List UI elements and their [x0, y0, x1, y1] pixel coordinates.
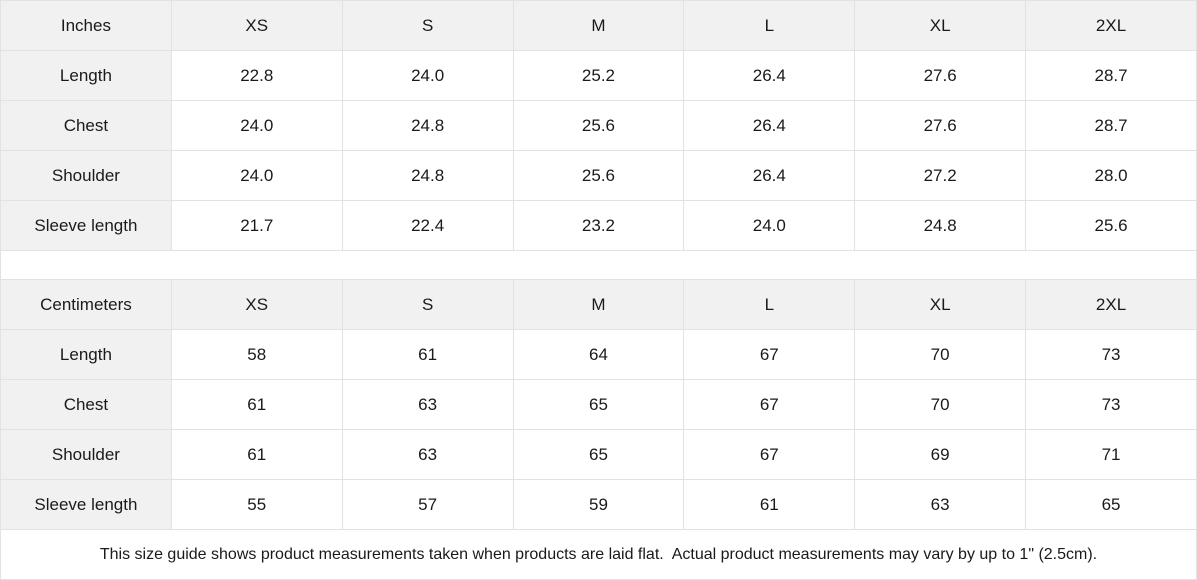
size-column-header: S: [341, 279, 514, 330]
measurement-value-cell: 65: [512, 429, 685, 480]
size-column-header: M: [512, 0, 685, 51]
measurement-value-cell: 63: [341, 429, 514, 480]
measurement-label-cell: Chest: [0, 379, 172, 430]
measurement-value-cell: 28.0: [1025, 150, 1197, 201]
measurement-value-cell: 24.8: [341, 150, 514, 201]
size-column-header: S: [341, 0, 514, 51]
unit-header-cell: Centimeters: [0, 279, 172, 330]
measurement-value-cell: 65: [1025, 479, 1197, 530]
measurement-value-cell: 63: [854, 479, 1027, 530]
measurement-value-cell: 25.6: [512, 100, 685, 151]
size-column-header: XL: [854, 0, 1027, 51]
size-column-header: 2XL: [1025, 0, 1197, 51]
measurement-value-cell: 61: [170, 379, 343, 430]
measurement-value-cell: 61: [341, 329, 514, 380]
measurement-value-cell: 21.7: [170, 200, 343, 251]
measurement-value-cell: 58: [170, 329, 343, 380]
measurement-label-cell: Sleeve length: [0, 200, 172, 251]
size-column-header: L: [683, 279, 856, 330]
measurement-value-cell: 70: [854, 329, 1027, 380]
measurement-value-cell: 73: [1025, 329, 1197, 380]
measurement-label-cell: Length: [0, 50, 172, 101]
measurement-value-cell: 28.7: [1025, 50, 1197, 101]
measurement-value-cell: 24.0: [170, 100, 343, 151]
measurement-label-cell: Chest: [0, 100, 172, 151]
measurement-label-cell: Shoulder: [0, 429, 172, 480]
measurement-label-cell: Shoulder: [0, 150, 172, 201]
table-spacer: [0, 251, 1197, 279]
measurement-value-cell: 27.2: [854, 150, 1027, 201]
measurement-value-cell: 65: [512, 379, 685, 430]
measurement-value-cell: 63: [341, 379, 514, 430]
measurement-value-cell: 64: [512, 329, 685, 380]
measurement-value-cell: 27.6: [854, 100, 1027, 151]
measurement-value-cell: 55: [170, 479, 343, 530]
size-column-header: XL: [854, 279, 1027, 330]
measurement-value-cell: 67: [683, 379, 856, 430]
measurement-value-cell: 67: [683, 329, 856, 380]
measurement-value-cell: 22.4: [341, 200, 514, 251]
measurement-value-cell: 28.7: [1025, 100, 1197, 151]
measurement-row: Sleeve length 55 57 59 61 63 65: [0, 479, 1197, 530]
measurement-row: Length 22.8 24.0 25.2 26.4 27.6 28.7: [0, 50, 1197, 101]
measurement-value-cell: 73: [1025, 379, 1197, 430]
measurement-value-cell: 61: [170, 429, 343, 480]
measurement-row: Chest 61 63 65 67 70 73: [0, 379, 1197, 430]
measurement-row: Chest 24.0 24.8 25.6 26.4 27.6 28.7: [0, 100, 1197, 151]
size-column-header: XS: [170, 279, 343, 330]
measurement-value-cell: 70: [854, 379, 1027, 430]
measurement-value-cell: 59: [512, 479, 685, 530]
measurement-value-cell: 26.4: [683, 100, 856, 151]
measurement-row: Shoulder 24.0 24.8 25.6 26.4 27.2 28.0: [0, 150, 1197, 201]
size-column-header: M: [512, 279, 685, 330]
measurement-row: Sleeve length 21.7 22.4 23.2 24.0 24.8 25.6: [0, 200, 1197, 251]
measurement-value-cell: 24.8: [341, 100, 514, 151]
measurement-value-cell: 71: [1025, 429, 1197, 480]
measurement-row: Length 58 61 64 67 70 73: [0, 329, 1197, 380]
measurement-value-cell: 25.6: [512, 150, 685, 201]
measurement-value-cell: 25.2: [512, 50, 685, 101]
measurement-value-cell: 24.0: [170, 150, 343, 201]
header-row: Centimeters XS S M L XL 2XL: [0, 279, 1197, 330]
size-column-header: XS: [170, 0, 343, 51]
measurement-value-cell: 67: [683, 429, 856, 480]
measurement-value-cell: 26.4: [683, 50, 856, 101]
measurement-value-cell: 24.0: [341, 50, 514, 101]
measurement-value-cell: 23.2: [512, 200, 685, 251]
measurement-value-cell: 22.8: [170, 50, 343, 101]
size-column-header: 2XL: [1025, 279, 1197, 330]
unit-header-cell: Inches: [0, 0, 172, 51]
measurement-label-cell: Sleeve length: [0, 479, 172, 530]
measurement-label-cell: Length: [0, 329, 172, 380]
size-column-header: L: [683, 0, 856, 51]
header-row: Inches XS S M L XL 2XL: [0, 0, 1197, 51]
measurement-value-cell: 24.8: [854, 200, 1027, 251]
measurement-value-cell: 24.0: [683, 200, 856, 251]
measurement-value-cell: 69: [854, 429, 1027, 480]
measurement-value-cell: 57: [341, 479, 514, 530]
measurement-value-cell: 27.6: [854, 50, 1027, 101]
measurement-value-cell: 25.6: [1025, 200, 1197, 251]
measurement-row: Shoulder 61 63 65 67 69 71: [0, 429, 1197, 480]
measurement-value-cell: 61: [683, 479, 856, 530]
centimeters-size-table: Centimeters XS S M L XL 2XL Length 58 61 64 67 70 73 C…: [0, 279, 1197, 530]
inches-size-table: Inches XS S M L XL 2XL Length 22.8 24.0 25.2 26.4 27…: [0, 0, 1197, 251]
measurement-value-cell: 26.4: [683, 150, 856, 201]
size-guide-footnote: This size guide shows product measuremen…: [0, 530, 1197, 580]
